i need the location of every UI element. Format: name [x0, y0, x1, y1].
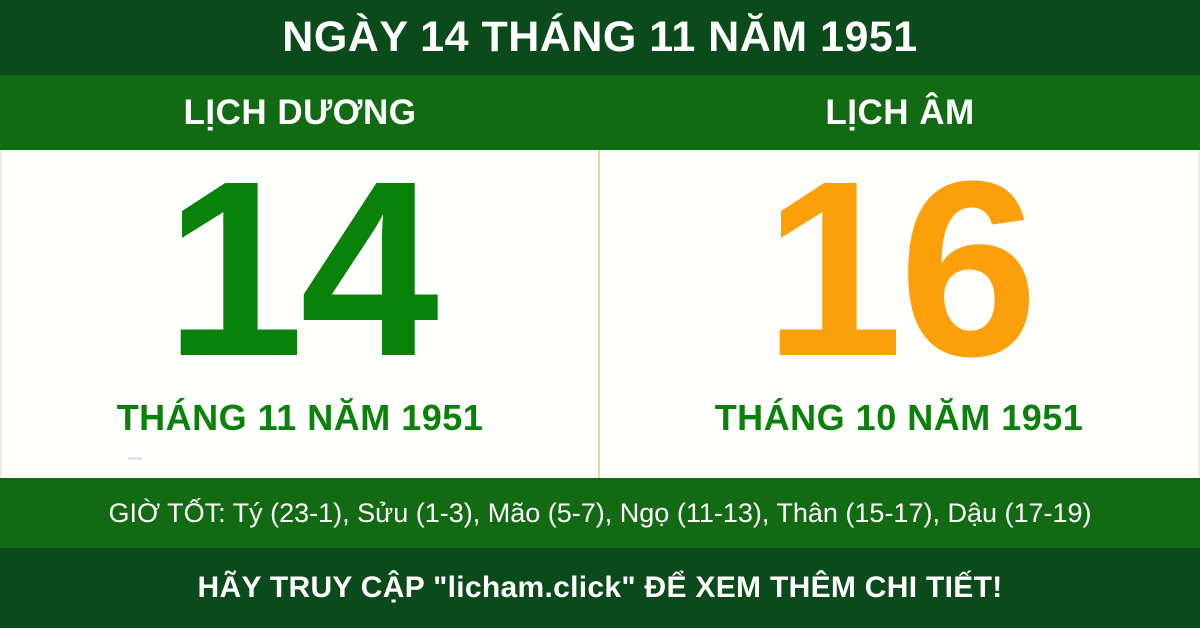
column-heading-solar: LỊCH DƯƠNG: [0, 75, 600, 150]
footer-cta-text: HÃY TRUY CẬP "licham.click" ĐỂ XEM THÊM …: [197, 571, 1003, 604]
solar-month-year-label: THÁNG 11 NĂM 1951: [116, 397, 484, 438]
good-hours-text: GIỜ TỐT: Tý (23-1), Sửu (1-3), Mão (5-7)…: [108, 497, 1092, 528]
dates-card: 14 THÁNG 11 NĂM 1951 16 THÁNG 10 NĂM 195…: [0, 129, 1200, 478]
scan-artifact: [128, 457, 142, 460]
column-heading-lunar: LỊCH ÂM: [600, 75, 1200, 150]
solar-day-number: 14: [164, 129, 439, 408]
lunar-day-number: 16: [763, 129, 1038, 408]
good-hours-band: GIỜ TỐT: Tý (23-1), Sửu (1-3), Mão (5-7)…: [0, 478, 1200, 548]
page-title: NGÀY 14 THÁNG 11 NĂM 1951: [282, 13, 918, 61]
column-heading-lunar-label: LỊCH ÂM: [825, 93, 975, 132]
title-bar: NGÀY 14 THÁNG 11 NĂM 1951: [0, 0, 1200, 75]
lunar-month-year-label: THÁNG 10 NĂM 1951: [714, 397, 1084, 438]
column-heading-band: LỊCH DƯƠNG LỊCH ÂM: [0, 75, 1200, 150]
column-heading-solar-label: LỊCH DƯƠNG: [183, 93, 417, 132]
lunar-date-pane: 16 THÁNG 10 NĂM 1951: [600, 129, 1198, 478]
solar-date-pane: 14 THÁNG 11 NĂM 1951: [2, 129, 600, 478]
footer-cta-bar: HÃY TRUY CẬP "licham.click" ĐỂ XEM THÊM …: [0, 548, 1200, 628]
